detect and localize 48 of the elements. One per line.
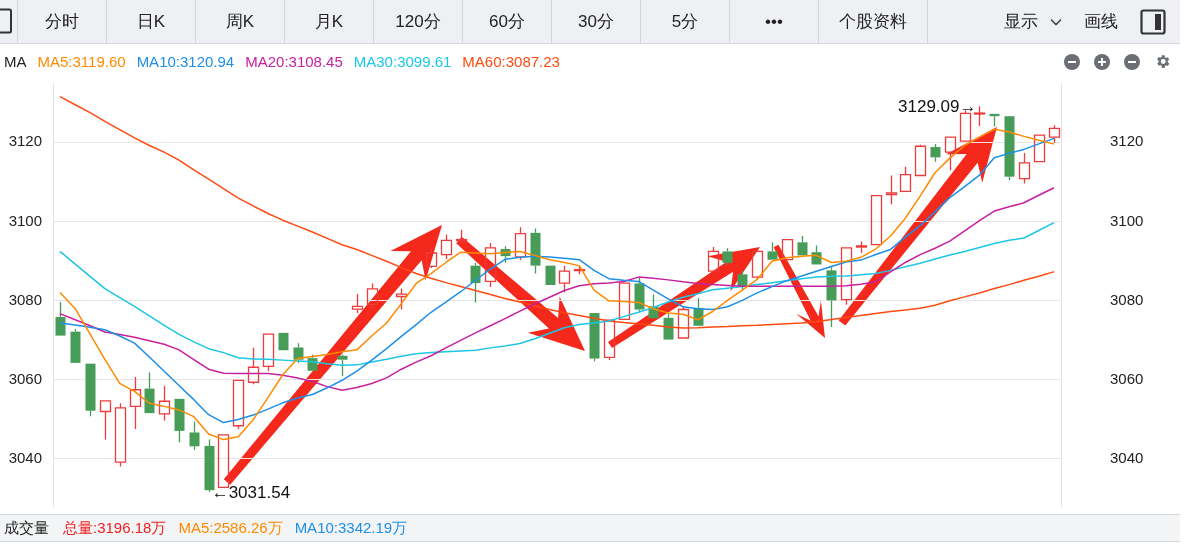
candlestick bbox=[247, 347, 260, 385]
annotation: 3129.09→ bbox=[898, 97, 977, 117]
candlestick bbox=[158, 385, 171, 422]
candlestick bbox=[885, 174, 898, 206]
candlestick bbox=[944, 136, 957, 172]
y2-tick-label: 3120 bbox=[1110, 132, 1144, 150]
text: MA10:3342.19万 bbox=[294, 518, 408, 538]
text: 日K bbox=[136, 11, 166, 33]
text: 60分 bbox=[489, 11, 525, 33]
text: 分时 bbox=[45, 11, 79, 33]
text: MA5:3119.60 bbox=[37, 52, 126, 70]
candlestick bbox=[395, 287, 408, 311]
text: 5分 bbox=[671, 11, 699, 33]
candlestick bbox=[781, 238, 794, 261]
annotation: ←3031.54 bbox=[211, 482, 291, 502]
candlestick bbox=[129, 376, 142, 430]
y-tick-label: 3040 bbox=[8, 448, 42, 466]
candlestick bbox=[1033, 134, 1046, 163]
text: 总量:3196.18万 bbox=[63, 518, 167, 538]
text: MA20:3108.45 bbox=[245, 52, 343, 70]
y-tick-label: 3080 bbox=[8, 290, 42, 308]
candlestick bbox=[870, 195, 883, 246]
text: MA30:3099.61 bbox=[353, 52, 452, 70]
y2-tick-label: 3060 bbox=[1110, 369, 1144, 387]
y2-tick-label: 3100 bbox=[1110, 211, 1144, 229]
candlestick bbox=[973, 105, 986, 127]
text: 30分 bbox=[578, 11, 614, 33]
text: 个股资料 bbox=[839, 11, 907, 33]
candlestick bbox=[618, 282, 631, 321]
text: 120分 bbox=[395, 11, 441, 33]
candlestick bbox=[278, 332, 289, 351]
text: 画线 bbox=[1084, 11, 1118, 33]
text: 成交量 bbox=[4, 518, 49, 538]
y-tick-label: 3100 bbox=[8, 211, 42, 229]
text: ••• bbox=[765, 11, 783, 32]
text: 显示 bbox=[1004, 11, 1038, 33]
candlestick bbox=[545, 265, 556, 286]
text: MA60:3087.23 bbox=[462, 52, 560, 70]
y-tick-label: 3060 bbox=[8, 369, 42, 387]
text: 周K bbox=[225, 11, 255, 33]
y2-tick-label: 3080 bbox=[1110, 290, 1144, 308]
candlestick bbox=[99, 400, 112, 441]
legend-title: MA bbox=[4, 52, 27, 70]
text: MA10:3120.94 bbox=[136, 52, 235, 70]
text: MA5:2586.26万 bbox=[178, 518, 283, 538]
text: 月K bbox=[314, 11, 344, 33]
y-tick-label: 3120 bbox=[8, 132, 42, 150]
y2-tick-label: 3040 bbox=[1110, 448, 1144, 466]
